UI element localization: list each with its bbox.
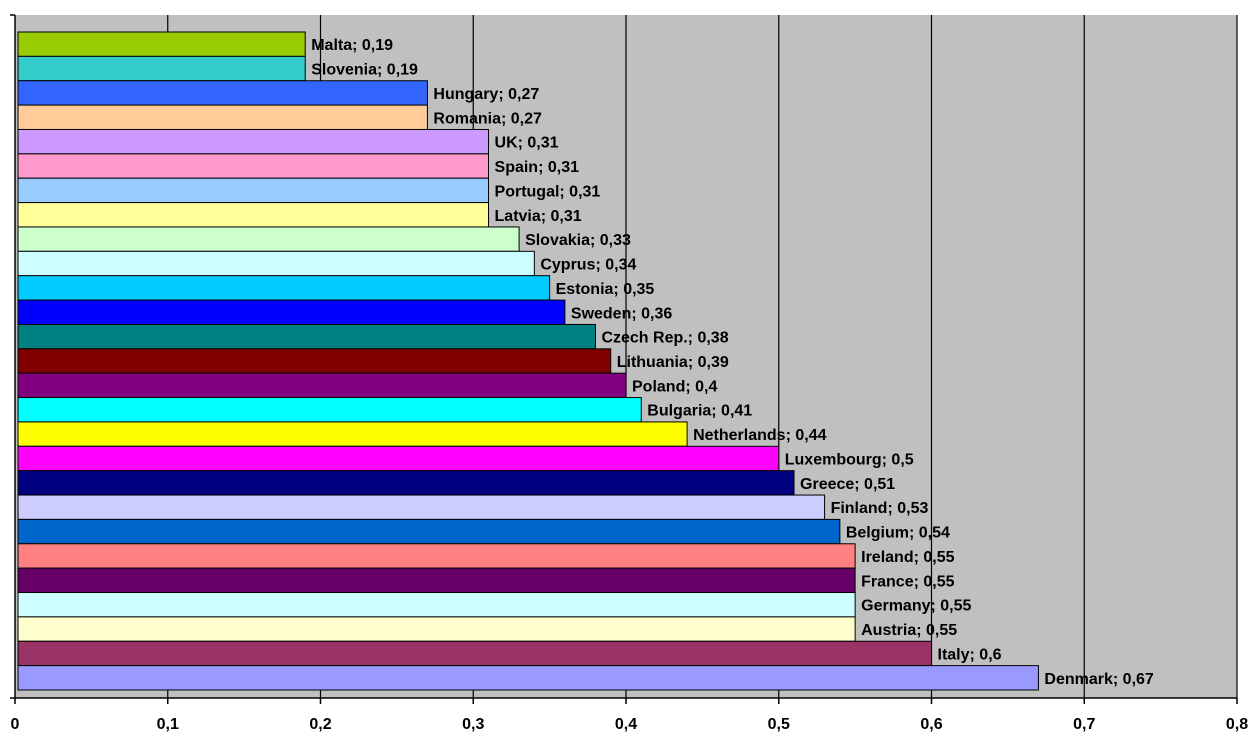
- bar-spain: [17, 153, 490, 179]
- bar-denmark: [17, 665, 1039, 691]
- data-label: Ireland; 0,55: [861, 549, 954, 566]
- data-label: Luxembourg; 0,5: [785, 451, 914, 468]
- data-label: Latvia; 0,31: [495, 208, 582, 225]
- data-label: Portugal; 0,31: [495, 183, 601, 200]
- data-label: Finland; 0,53: [831, 500, 929, 517]
- data-label: Slovenia; 0,19: [311, 62, 418, 79]
- bar-lithuania: [17, 348, 612, 374]
- x-tick-label: 0,1: [157, 716, 179, 733]
- data-label: Netherlands; 0,44: [693, 427, 826, 444]
- data-label: Romania; 0,27: [433, 110, 542, 127]
- x-tick-label: 0,3: [462, 716, 484, 733]
- bar-austria: [17, 616, 856, 642]
- data-label: Greece; 0,51: [800, 476, 895, 493]
- x-tick-label: 0,7: [1073, 716, 1095, 733]
- bar-slovakia: [17, 226, 520, 252]
- bar-malta: [17, 31, 306, 57]
- x-tick-label: 0: [11, 716, 20, 733]
- bar-italy: [17, 640, 932, 667]
- bar-uk: [17, 128, 490, 155]
- bar-germany: [17, 592, 856, 618]
- bar-netherlands: [17, 421, 688, 447]
- bar-romania: [17, 104, 428, 130]
- bar-poland: [17, 372, 627, 399]
- data-label: Slovakia; 0,33: [525, 232, 631, 249]
- data-label: Sweden; 0,36: [571, 305, 672, 322]
- bar-latvia: [17, 202, 490, 228]
- data-label: Italy; 0,6: [938, 646, 1002, 663]
- data-label: Belgium; 0,54: [846, 525, 950, 542]
- bar-portugal: [17, 177, 490, 204]
- data-label: Estonia; 0,35: [556, 281, 655, 298]
- bar-ireland: [17, 543, 856, 569]
- bar-estonia: [17, 275, 551, 301]
- data-label: France; 0,55: [861, 573, 954, 590]
- data-label: Germany; 0,55: [861, 598, 971, 615]
- bar-slovenia: [17, 55, 306, 82]
- data-label: Hungary; 0,27: [433, 86, 539, 103]
- data-label: Lithuania; 0,39: [617, 354, 729, 371]
- bar-czech-rep: [17, 323, 596, 350]
- bar-luxembourg: [17, 445, 780, 472]
- data-label: Cyprus; 0,34: [540, 257, 636, 274]
- bar-finland: [17, 494, 826, 520]
- bars: [17, 31, 1039, 691]
- bar-france: [17, 567, 856, 594]
- data-label: Czech Rep.; 0,38: [601, 330, 728, 347]
- x-tick-label: 0,5: [768, 716, 790, 733]
- data-label: Denmark; 0,67: [1044, 671, 1153, 688]
- bar-belgium: [17, 518, 841, 545]
- bar-bulgaria: [17, 397, 642, 423]
- x-tick-label: 0,4: [615, 716, 637, 733]
- data-label: Spain; 0,31: [495, 159, 580, 176]
- x-tick-label: 0,8: [1226, 716, 1248, 733]
- x-tick-label: 0,2: [309, 716, 331, 733]
- data-labels: Malta; 0,19 Slovenia; 0,19 Hungary; 0,27 Ro…: [311, 37, 1154, 688]
- bar-greece: [17, 470, 795, 496]
- data-label: Poland; 0,4: [632, 378, 717, 395]
- bar-sweden: [17, 299, 566, 325]
- axes: 0 0,1 0,2 0,3 0,4 0,5 0,6 0,7 0,8: [10, 14, 1248, 733]
- data-label: UK; 0,31: [495, 135, 559, 152]
- bar-hungary: [17, 80, 428, 106]
- data-label: Austria; 0,55: [861, 622, 957, 639]
- x-tick-label: 0,6: [920, 716, 942, 733]
- data-label: Bulgaria; 0,41: [647, 403, 752, 420]
- data-label: Malta; 0,19: [311, 37, 393, 54]
- bar-cyprus: [17, 250, 535, 277]
